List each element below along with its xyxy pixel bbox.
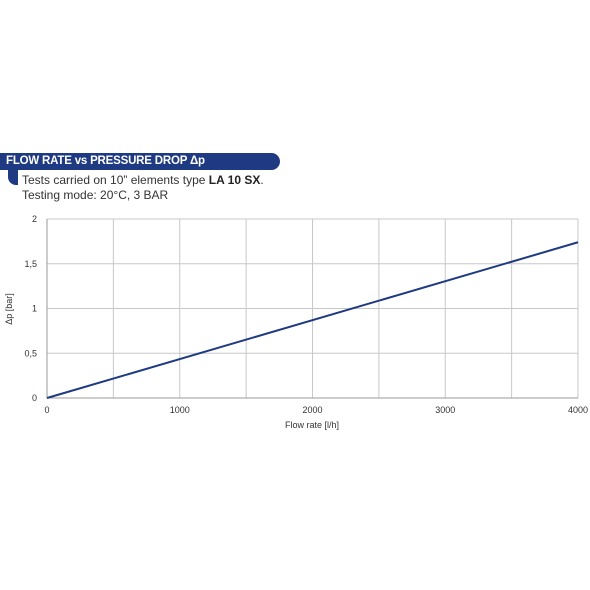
series-line <box>46 241 579 399</box>
y-tick-label: 0,5 <box>24 348 37 358</box>
y-tick-label: 0 <box>32 393 37 403</box>
test-description: Tests carried on 10” elements type LA 10… <box>22 173 264 203</box>
x-tick-labels: 0 1000 2000 3000 4000 <box>44 405 588 415</box>
chart-series <box>46 241 579 399</box>
x-tick-label: 2000 <box>302 405 322 415</box>
chart-title: FLOW RATE vs PRESSURE DROP Δp <box>6 155 205 167</box>
test-elements-line: Tests carried on 10” elements type LA 10… <box>22 173 264 188</box>
y-axis-label: Δp [bar] <box>4 293 14 325</box>
y-tick-label: 1 <box>32 304 37 314</box>
y-tick-labels: 0 0,5 1 1,5 2 <box>24 214 37 403</box>
test-elements-prefix: Tests carried on 10” elements type <box>22 173 209 187</box>
chart-axes <box>46 219 578 399</box>
flow-pressure-chart: 0 1000 2000 3000 4000 0 0,5 1 1,5 2 Flow rate [l… <box>4 214 588 430</box>
y-tick-label: 1,5 <box>24 259 37 269</box>
y-tick-label: 2 <box>32 214 37 224</box>
testing-mode-line: Testing mode: 20°C, 3 BAR <box>22 188 169 202</box>
chart-grid <box>47 218 579 398</box>
test-elements-suffix: . <box>260 173 264 187</box>
x-tick-label: 1000 <box>170 405 190 415</box>
element-type: LA 10 SX <box>208 173 261 187</box>
x-tick-label: 3000 <box>435 405 455 415</box>
x-tick-label: 0 <box>44 405 49 415</box>
x-axis-label: Flow rate [l/h] <box>285 420 339 430</box>
x-tick-label: 4000 <box>568 405 588 415</box>
chart-header-tab <box>8 165 18 185</box>
chart-header-bar <box>0 153 280 170</box>
